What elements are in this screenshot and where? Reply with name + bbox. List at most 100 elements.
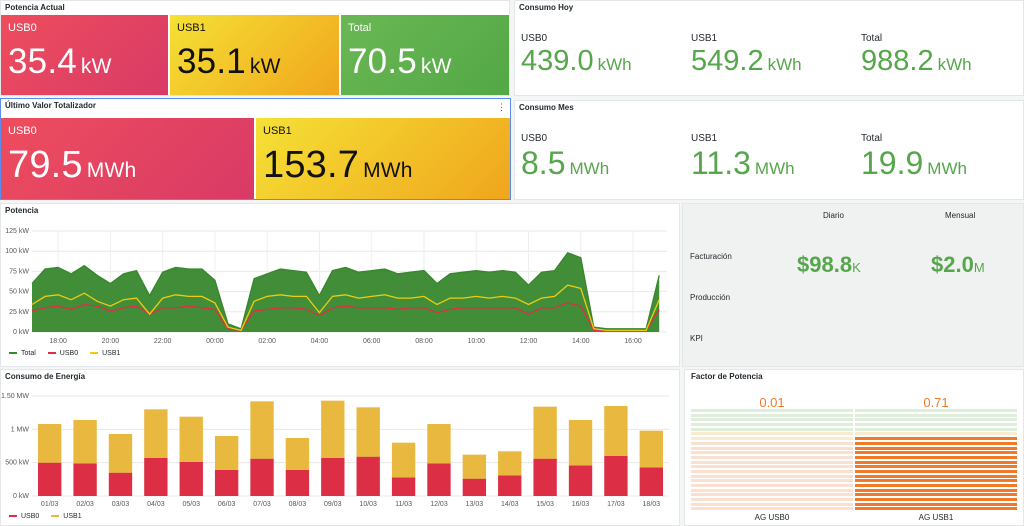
bar-usb1[interactable] (568, 420, 593, 466)
bar-usb0[interactable] (462, 478, 487, 496)
bar-usb1[interactable] (427, 424, 451, 464)
bar-usb1[interactable] (108, 434, 133, 473)
bar-usb0[interactable] (285, 470, 310, 496)
y-tick-label: 500 kW (5, 460, 29, 467)
bar-usb1[interactable] (73, 420, 97, 464)
gauge-segment (691, 423, 853, 427)
x-tick-label: 04/03 (147, 501, 165, 508)
bar-usb1[interactable] (214, 436, 239, 470)
bar-usb0[interactable] (604, 456, 628, 496)
bar-usb0[interactable] (250, 458, 274, 496)
x-tick-label: 06:00 (363, 338, 381, 345)
bar-usb1[interactable] (498, 451, 522, 476)
legend-item-usb1[interactable]: USB1 (51, 513, 82, 520)
x-tick-label: 08:00 (415, 338, 433, 345)
y-tick-label: 1.50 MW (1, 393, 29, 400)
facturacion-diario-value[interactable]: $98.8K (797, 252, 861, 277)
bar-usb1[interactable] (321, 400, 345, 458)
gauge-segment (691, 413, 853, 417)
bar-usb1[interactable] (285, 438, 310, 470)
y-tick-label: 50 kW (9, 289, 29, 296)
bar-usb0[interactable] (427, 463, 451, 496)
bar-usb1[interactable] (356, 407, 380, 457)
gauge-segment (855, 479, 1017, 483)
gauge-value: 0.01 (759, 395, 785, 410)
x-tick-label: 10/03 (359, 501, 377, 508)
bar-usb1[interactable] (604, 406, 628, 456)
bar-usb0[interactable] (391, 477, 416, 496)
legend-item-usb1[interactable]: USB1 (90, 350, 120, 357)
gauge-segment (691, 409, 853, 412)
bar-usb0[interactable] (38, 462, 62, 496)
x-tick-label: 14:00 (572, 338, 590, 345)
x-tick-label: 04:00 (311, 338, 329, 345)
gauge-segment (691, 460, 853, 464)
bar-usb0[interactable] (568, 465, 593, 496)
stat-value: 988.2 kWh (861, 45, 972, 77)
stat-usb0-total[interactable]: USB0 79.5 MWh (1, 118, 254, 199)
bar-usb1[interactable] (533, 406, 557, 459)
bar-usb0[interactable] (498, 475, 522, 496)
consumo-legend: USB0 USB1 (9, 513, 82, 520)
bar-usb0[interactable] (179, 462, 203, 496)
gauge-segment (691, 427, 853, 431)
stat-usb0-potencia[interactable]: USB0 35.4 kW (1, 15, 168, 95)
gauge-segment (855, 451, 1017, 455)
x-tick-label: 22:00 (154, 338, 172, 345)
bar-usb0[interactable] (356, 456, 380, 496)
gauge-segment (855, 498, 1017, 502)
bar-usb0[interactable] (108, 472, 133, 496)
stat-usb1-mes[interactable]: USB1 11.3 MWh (691, 133, 851, 183)
stat-label: Total (861, 33, 883, 44)
gauge-segment (691, 437, 853, 441)
bar-usb0[interactable] (321, 458, 345, 496)
x-tick-label: 17/03 (607, 501, 625, 508)
facturacion-panel: Diario Mensual Facturación Producción KP… (682, 203, 1024, 367)
bar-usb1[interactable] (391, 442, 416, 478)
potencia-chart[interactable]: 0 kW 25 kW 50 kW 75 kW 100 kW 125 kW 18:00 20:0… (1, 204, 680, 350)
stat-total-potencia[interactable]: Total 70.5 kW (341, 15, 509, 95)
panel-menu-icon[interactable]: ⋮ (497, 102, 506, 112)
bar-usb0[interactable] (533, 458, 557, 496)
potencia-chart-panel: Potencia 0 kW 25 kW 50 kW 75 kW 100 kW 125 kW… (0, 203, 680, 367)
stat-value: 35.1 kW (177, 42, 281, 81)
gauge-segment (691, 507, 853, 511)
bar-usb1[interactable] (144, 409, 168, 458)
bar-usb1[interactable] (462, 454, 487, 479)
bar-usb0[interactable] (144, 458, 168, 496)
potencia-actual-panel: Potencia Actual USB0 35.4 kW USB1 35.1 kW … (0, 0, 510, 96)
gauge-bars (855, 409, 1017, 513)
legend-item-usb0[interactable]: USB0 (9, 513, 39, 520)
stat-usb1-hoy[interactable]: USB1 549.2 kWh (691, 33, 851, 83)
x-tick-label: 05/03 (182, 501, 200, 508)
x-tick-label: 00:00 (206, 338, 224, 345)
gauge-usb1[interactable]: 0.71 AG USB1 (855, 394, 1017, 524)
stat-total-mes[interactable]: Total 19.9 MWh (861, 133, 1021, 183)
x-tick-label: 12:00 (520, 338, 538, 345)
stat-value: 11.3 MWh (691, 145, 795, 181)
gauge-segment (855, 413, 1017, 417)
bar-usb1[interactable] (38, 424, 62, 463)
stat-usb0-hoy[interactable]: USB0 439.0 kWh (521, 33, 681, 83)
legend-item-usb0[interactable]: USB0 (47, 350, 78, 357)
bar-usb1[interactable] (639, 430, 663, 468)
facturacion-mensual-value[interactable]: $2.0M (931, 252, 985, 277)
legend-item-total[interactable]: Total (9, 350, 36, 357)
gauge-segment (691, 432, 853, 436)
series-line-usb1 (31, 284, 660, 332)
bar-usb0[interactable] (639, 467, 663, 496)
stat-usb1-potencia[interactable]: USB1 35.1 kW (170, 15, 339, 95)
stat-usb0-mes[interactable]: USB0 8.5 MWh (521, 133, 681, 183)
stat-total-hoy[interactable]: Total 988.2 kWh (861, 33, 1021, 83)
stat-usb1-total[interactable]: USB1 153.7 MWh (256, 118, 510, 199)
gauge-bars (691, 409, 853, 513)
bar-usb0[interactable] (73, 463, 97, 496)
x-tick-label: 06/03 (218, 501, 236, 508)
bar-usb0[interactable] (214, 470, 239, 496)
ultimo-valor-panel: Último Valor Totalizador ⋮ USB0 79.5 MWh … (0, 98, 511, 200)
consumo-energia-chart[interactable]: 0 kW 500 kW 1 MW 1.50 MW 01/03 02/03 03/03 04/0… (1, 370, 680, 510)
bar-usb1[interactable] (250, 401, 274, 459)
gauge-usb0[interactable]: 0.01 AG USB0 (691, 394, 853, 524)
bar-usb1[interactable] (179, 416, 203, 462)
panel-title: Consumo Hoy (519, 3, 574, 12)
